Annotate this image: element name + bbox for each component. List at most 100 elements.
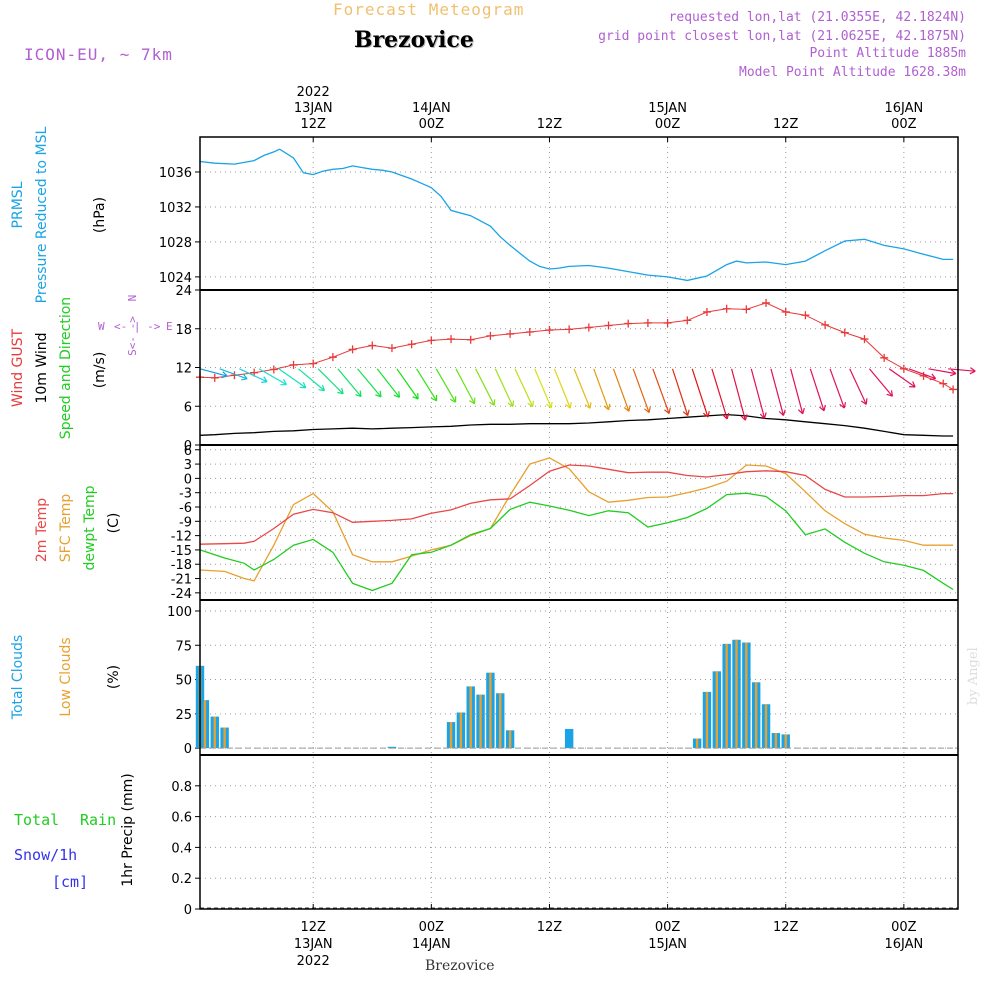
wind-speed-series — [199, 413, 954, 437]
low-clouds-bar — [459, 712, 463, 749]
requested-coords: requested lon,lat (21.0355E, 42.1824N) — [668, 10, 966, 25]
gust-marker — [919, 371, 928, 380]
wind-arrow-head — [221, 371, 228, 379]
low-clouds-bar — [764, 704, 768, 749]
wind-arrow-head — [664, 407, 671, 414]
wind-arrow — [278, 368, 307, 389]
low-clouds-bar — [705, 691, 709, 749]
wind-unit-label: (m/s) — [92, 352, 108, 389]
frame — [199, 136, 959, 910]
wind-arrow — [199, 368, 228, 377]
top-time-tick-label: 16JAN — [884, 101, 923, 116]
wind-arrow-head — [469, 397, 476, 405]
y-tick-label: -9 — [179, 515, 192, 530]
y-tick-label: 0 — [184, 903, 192, 918]
precip-snow-label: Snow/1h — [14, 846, 77, 864]
model-label: ICON-EU, ~ 7km — [24, 45, 173, 64]
y-tick-label: 0.2 — [171, 872, 192, 887]
top-time-tick-label: 15JAN — [648, 101, 687, 116]
compass-e: E — [166, 320, 173, 333]
point-altitude: Point Altitude 1885m — [809, 46, 966, 61]
wind-arrow — [612, 368, 630, 412]
bottom-time-tick-label: 00Z — [419, 920, 445, 935]
gust-marker — [860, 335, 869, 344]
wind-arrow-head — [450, 396, 457, 403]
y-tick-label: 0 — [184, 439, 192, 454]
low-clouds-bar — [213, 716, 216, 749]
wind-arrow-head — [375, 390, 382, 398]
grid-point-coords: grid point closest lon,lat (21.0625E, 42… — [598, 29, 966, 44]
wind-10m-label: 10m Wind — [34, 332, 50, 403]
wind-arrow — [455, 368, 476, 405]
wind-speed-dir-label: Speed and Direction — [58, 297, 74, 439]
y-tick-label: 0 — [184, 472, 192, 487]
low-clouds-bar — [223, 727, 226, 749]
top-time-tick-label: 12Z — [537, 117, 563, 132]
low-clouds-bar — [754, 682, 758, 749]
gust-marker — [899, 364, 908, 373]
precip-unit-label: 1hr Precip (mm) — [120, 773, 136, 886]
wind-arrow — [691, 368, 709, 418]
wind-arrow — [671, 368, 689, 416]
panel-labels: PRMSL Pressure Reduced to MSL (hPa) Wind GU… — [10, 126, 173, 891]
wind-gust-label: Wind GUST — [10, 328, 26, 407]
gust-marker — [447, 335, 456, 344]
wind-arrow-head — [623, 405, 631, 412]
low-clouds-label: Low Clouds — [58, 637, 74, 716]
gust-marker — [624, 319, 633, 328]
y-tick-label: 100 — [167, 605, 192, 620]
wind-arrow — [593, 368, 610, 410]
wind-arrow — [514, 368, 534, 407]
wind-arrow-head — [507, 400, 515, 407]
wind-arrow-head — [839, 402, 847, 409]
y-tick-label: 3 — [184, 458, 192, 473]
gust-marker — [407, 340, 416, 349]
location-title: Brezovice — [354, 27, 474, 53]
y-tick-label: 24 — [175, 284, 192, 299]
plot-frame — [199, 136, 959, 910]
gust-marker — [348, 345, 357, 354]
wind-arrow-head — [565, 402, 572, 409]
footer-location: Brezovice — [425, 958, 495, 974]
bottom-time-tick-label: 00Z — [891, 920, 917, 935]
wind-arrow — [494, 368, 514, 407]
wind-arrow — [357, 368, 382, 398]
gust-marker — [466, 335, 475, 344]
bottom-time-tick-label: 14JAN — [412, 937, 451, 952]
wind-arrow-head — [355, 390, 362, 398]
gust-marker — [781, 307, 790, 316]
wind-arrow-head — [778, 409, 786, 416]
compass-w: W — [98, 320, 105, 333]
wind-arrow-head — [337, 387, 344, 395]
wind-arrow-head — [909, 381, 916, 388]
wind-arrow-head — [929, 373, 937, 381]
wind-arrow — [573, 368, 591, 409]
top-time-tick-label: 12Z — [300, 117, 326, 132]
wind-arrow-head — [488, 399, 496, 406]
temp-dewpt-label: dewpt Temp — [82, 485, 98, 570]
gust-marker — [387, 344, 396, 353]
low-clouds-bar — [715, 671, 719, 749]
gust-marker — [683, 316, 692, 325]
wind-arrow — [750, 368, 766, 419]
wind-arrow — [908, 368, 936, 380]
gust-marker — [702, 307, 711, 316]
gust-marker — [604, 321, 613, 330]
pressure-label-name: Pressure Reduced to MSL — [34, 126, 50, 303]
y-tick-label: 1028 — [159, 236, 192, 251]
bottom-time-tick-label: 2022 — [297, 954, 330, 969]
wind-arrow-head — [412, 393, 419, 400]
wind-arrow — [534, 368, 552, 409]
low-clouds-bar — [203, 700, 207, 749]
clouds-unit-label: (%) — [106, 665, 122, 689]
wind-arrow-head — [886, 390, 894, 397]
gust-marker — [328, 353, 337, 362]
y-tick-label: 50 — [175, 674, 192, 689]
gust-marker — [565, 325, 574, 334]
wind-arrow-head — [969, 367, 976, 375]
sfc-temp-series — [199, 457, 954, 582]
wind-arrow-head — [430, 394, 438, 402]
temp-2m-series — [199, 464, 954, 545]
